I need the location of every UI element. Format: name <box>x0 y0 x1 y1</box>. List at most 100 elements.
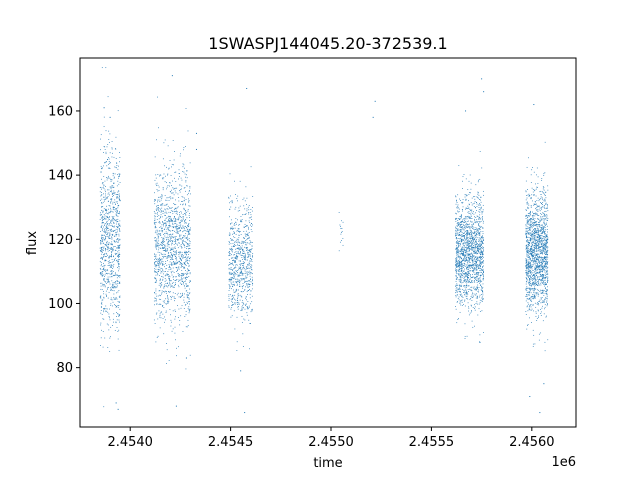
data-point <box>183 230 185 232</box>
data-point <box>248 254 250 256</box>
data-point <box>477 216 479 217</box>
data-point <box>475 259 477 260</box>
data-point <box>474 325 475 327</box>
data-point <box>464 246 466 248</box>
data-point <box>533 215 534 217</box>
data-point <box>108 242 110 244</box>
data-point <box>174 219 176 221</box>
data-point <box>240 242 242 244</box>
data-point <box>247 206 249 208</box>
data-point <box>169 282 171 284</box>
data-point <box>477 221 479 222</box>
data-point <box>231 283 233 285</box>
data-point <box>158 199 160 201</box>
data-point <box>116 208 118 209</box>
data-point <box>185 264 186 265</box>
data-point <box>465 296 467 298</box>
data-point <box>174 254 176 255</box>
data-point <box>237 255 239 257</box>
data-point <box>185 219 187 220</box>
data-point <box>237 243 239 245</box>
data-point <box>544 267 546 269</box>
data-point <box>101 301 103 303</box>
data-point <box>160 233 162 235</box>
data-point <box>116 277 118 279</box>
data-point <box>167 245 169 247</box>
data-point <box>531 169 533 171</box>
data-point <box>526 197 528 199</box>
data-point <box>179 176 180 177</box>
data-point <box>462 221 464 222</box>
data-point <box>188 270 190 271</box>
data-point <box>455 195 456 197</box>
data-point <box>177 219 179 221</box>
data-point <box>112 218 114 220</box>
data-point <box>108 175 109 177</box>
data-point <box>456 213 457 215</box>
data-point <box>117 305 119 307</box>
data-point <box>111 259 113 260</box>
data-point <box>465 216 467 218</box>
data-point <box>240 272 241 274</box>
data-point <box>114 298 116 300</box>
data-point <box>119 199 121 201</box>
data-point <box>478 218 480 220</box>
data-point <box>462 236 464 238</box>
data-point <box>481 211 482 213</box>
data-point <box>159 262 161 264</box>
data-point <box>457 218 459 220</box>
data-point <box>528 307 530 309</box>
data-point <box>481 257 483 259</box>
data-point <box>243 266 245 268</box>
data-point <box>476 248 478 249</box>
data-point <box>101 178 102 180</box>
data-point <box>167 241 169 243</box>
data-point <box>175 228 177 230</box>
data-point <box>111 235 113 236</box>
data-point <box>480 196 482 198</box>
data-point <box>528 298 530 300</box>
data-point <box>111 243 113 245</box>
data-point <box>461 262 462 263</box>
data-point <box>155 282 157 283</box>
data-point <box>111 273 112 275</box>
data-point <box>472 239 474 241</box>
data-point <box>537 224 539 226</box>
data-point <box>160 174 162 176</box>
data-point <box>187 256 189 258</box>
data-point <box>117 261 119 263</box>
data-point <box>102 222 104 223</box>
data-point <box>189 256 191 258</box>
data-point <box>105 193 106 195</box>
data-point <box>245 280 247 282</box>
data-point <box>461 263 463 265</box>
data-point <box>338 250 340 252</box>
data-point <box>154 199 156 201</box>
data-point <box>479 243 481 245</box>
data-point <box>526 202 528 204</box>
data-point <box>174 300 176 302</box>
data-point <box>478 216 480 218</box>
data-point <box>103 193 104 195</box>
data-point <box>159 222 161 224</box>
data-point <box>154 199 155 201</box>
data-point <box>154 304 155 306</box>
data-point <box>184 213 185 214</box>
data-point <box>164 208 166 210</box>
data-point <box>188 198 189 200</box>
data-point <box>111 244 113 246</box>
data-point <box>113 219 115 221</box>
data-point <box>235 302 237 304</box>
data-point <box>476 249 478 251</box>
data-point <box>469 212 471 214</box>
data-point <box>476 301 478 303</box>
data-point <box>534 302 536 304</box>
data-point <box>240 295 242 297</box>
data-point <box>480 251 482 252</box>
data-point <box>162 240 164 242</box>
data-point <box>155 244 157 246</box>
data-point <box>119 282 121 284</box>
data-point <box>235 260 236 262</box>
data-point <box>461 215 462 216</box>
data-point <box>180 189 181 191</box>
